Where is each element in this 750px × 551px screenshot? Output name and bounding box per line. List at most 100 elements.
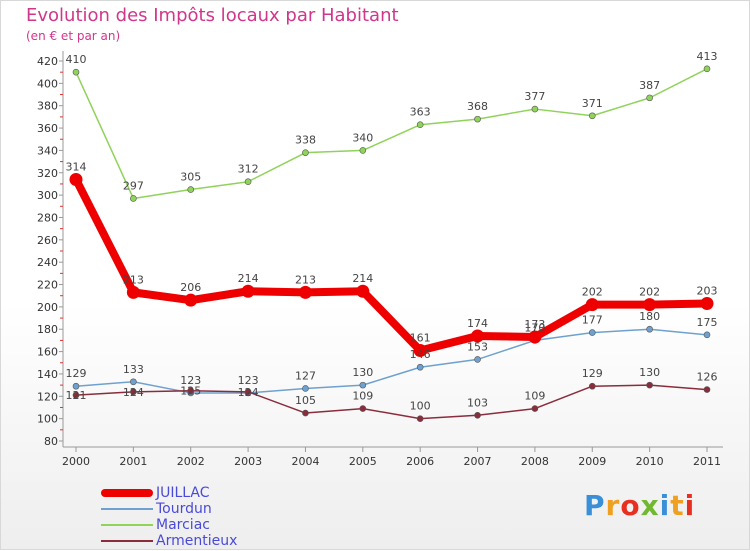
data-point bbox=[474, 115, 481, 123]
data-label: 161 bbox=[410, 331, 431, 344]
series-line-armentieux bbox=[75, 384, 708, 420]
legend-label: Marciac bbox=[156, 517, 210, 533]
data-label: 312 bbox=[238, 163, 259, 176]
x-tick-label: 2006 bbox=[406, 455, 434, 468]
data-label: 103 bbox=[467, 396, 488, 409]
x-tick-label: 2009 bbox=[578, 455, 606, 468]
series-line-tourdun bbox=[75, 328, 708, 394]
x-tick-label: 2000 bbox=[62, 455, 90, 468]
data-point bbox=[130, 195, 137, 202]
x-tick-label: 2002 bbox=[177, 455, 205, 468]
data-point bbox=[703, 331, 711, 339]
data-point bbox=[72, 382, 80, 390]
data-label: 121 bbox=[66, 389, 87, 402]
data-label: 363 bbox=[410, 106, 431, 119]
logo-letter: t bbox=[670, 489, 685, 522]
y-tick-label: 400 bbox=[37, 77, 58, 90]
data-point bbox=[703, 65, 711, 73]
y-tick-label: 260 bbox=[37, 234, 58, 247]
chart-title: Evolution des Impôts locaux par Habitant bbox=[26, 5, 399, 26]
logo-letter: P bbox=[584, 489, 606, 522]
data-point bbox=[184, 293, 198, 307]
data-label: 105 bbox=[295, 394, 316, 407]
data-label: 338 bbox=[295, 134, 316, 147]
data-point bbox=[187, 186, 195, 193]
y-tick-label: 280 bbox=[37, 211, 58, 224]
data-label: 297 bbox=[123, 179, 144, 192]
data-point bbox=[302, 409, 309, 417]
data-label: 214 bbox=[352, 272, 373, 285]
data-label: 130 bbox=[639, 366, 660, 379]
data-point bbox=[72, 391, 80, 399]
data-point bbox=[359, 405, 367, 412]
data-point bbox=[126, 285, 140, 299]
data-point bbox=[646, 325, 653, 333]
data-point bbox=[588, 382, 596, 390]
data-label: 175 bbox=[697, 316, 718, 329]
data-label: 173 bbox=[524, 318, 545, 331]
y-tick-label: 200 bbox=[37, 301, 58, 314]
data-point bbox=[69, 172, 83, 186]
data-point bbox=[588, 329, 596, 336]
data-label: 368 bbox=[467, 100, 488, 113]
legend-swatch-juillac bbox=[101, 489, 153, 497]
y-tick-label: 340 bbox=[37, 144, 58, 157]
data-label: 202 bbox=[639, 286, 660, 299]
legend-swatch-armentieux bbox=[101, 540, 153, 542]
x-tick-label: 2011 bbox=[693, 455, 721, 468]
data-label: 305 bbox=[180, 171, 201, 184]
data-label: 109 bbox=[352, 390, 373, 403]
data-point bbox=[187, 387, 195, 395]
y-tick-label: 360 bbox=[37, 122, 58, 135]
legend-swatch-marciac bbox=[101, 524, 153, 526]
y-tick-label: 120 bbox=[37, 390, 58, 403]
data-point bbox=[588, 112, 596, 120]
data-label: 180 bbox=[639, 310, 660, 323]
y-tick-label: 240 bbox=[37, 256, 58, 269]
series-line-juillac bbox=[72, 175, 711, 355]
data-label: 133 bbox=[123, 363, 144, 376]
data-label: 340 bbox=[352, 131, 373, 144]
data-label: 100 bbox=[410, 400, 431, 413]
logo-letter: i bbox=[659, 489, 671, 522]
data-point bbox=[646, 94, 653, 102]
logo-letter: o bbox=[620, 489, 641, 522]
data-label: 206 bbox=[180, 281, 201, 294]
y-tick-label: 420 bbox=[37, 55, 58, 68]
x-tick-label: 2004 bbox=[291, 455, 319, 468]
data-label: 377 bbox=[524, 90, 545, 103]
data-point bbox=[130, 388, 137, 396]
data-label: 202 bbox=[582, 286, 603, 299]
data-point bbox=[471, 329, 485, 343]
data-point bbox=[528, 330, 542, 344]
legend-label: Tourdun bbox=[156, 501, 212, 517]
data-point bbox=[302, 149, 309, 156]
data-point bbox=[703, 386, 711, 393]
data-point bbox=[643, 298, 657, 312]
data-label: 214 bbox=[238, 272, 259, 285]
data-point bbox=[416, 415, 424, 422]
data-point bbox=[302, 385, 309, 392]
y-tick-label: 320 bbox=[37, 167, 58, 180]
data-label: 123 bbox=[238, 374, 259, 387]
data-label: 174 bbox=[467, 317, 488, 330]
legend-swatch-tourdun bbox=[101, 508, 153, 510]
y-tick-label: 80 bbox=[44, 435, 58, 448]
x-tick-label: 2003 bbox=[234, 455, 262, 468]
chart-subtitle: (en € et par an) bbox=[26, 29, 121, 43]
data-point bbox=[531, 105, 539, 113]
data-label: 387 bbox=[639, 79, 660, 92]
data-point bbox=[646, 381, 653, 389]
y-tick-label: 160 bbox=[37, 346, 58, 359]
data-point bbox=[244, 178, 252, 186]
data-label: 153 bbox=[467, 340, 488, 353]
x-tick-label: 2001 bbox=[119, 455, 147, 468]
data-point bbox=[413, 343, 427, 357]
data-label: 127 bbox=[295, 369, 316, 382]
data-label: 124 bbox=[238, 386, 259, 399]
data-point bbox=[356, 284, 370, 298]
x-tick-label: 2008 bbox=[521, 455, 549, 468]
y-tick-label: 140 bbox=[37, 368, 58, 381]
